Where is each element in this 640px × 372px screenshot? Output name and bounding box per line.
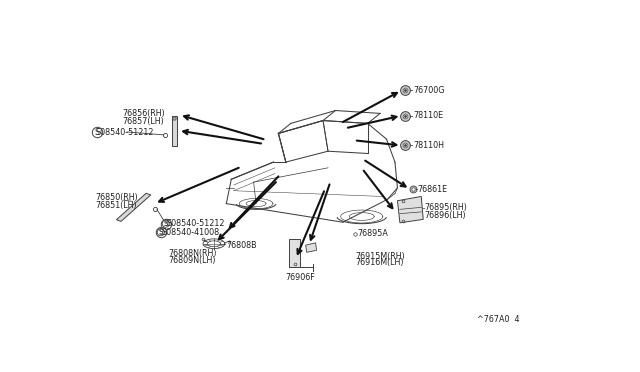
Polygon shape	[306, 243, 317, 252]
Text: S08540-51212: S08540-51212	[96, 128, 154, 137]
Text: S: S	[164, 221, 168, 227]
Text: S: S	[159, 228, 163, 237]
Text: S: S	[95, 128, 100, 137]
Text: 76857(LH): 76857(LH)	[122, 118, 164, 126]
Bar	[289, 240, 300, 267]
Text: ^767A0  4: ^767A0 4	[477, 315, 519, 324]
Text: 76895(RH): 76895(RH)	[425, 203, 468, 212]
Text: 78110E: 78110E	[413, 111, 444, 120]
Text: S08540-41008: S08540-41008	[162, 228, 220, 237]
Text: 76915M(RH): 76915M(RH)	[355, 251, 405, 260]
Text: 76861E: 76861E	[417, 185, 447, 194]
Text: 76895A: 76895A	[358, 229, 388, 238]
Polygon shape	[116, 193, 150, 221]
Text: 76809N(LH): 76809N(LH)	[168, 256, 216, 264]
Text: S08540-51212: S08540-51212	[167, 219, 225, 228]
Text: 78110H: 78110H	[413, 141, 444, 150]
Text: 76856(RH): 76856(RH)	[122, 109, 165, 118]
Text: 76851(LH): 76851(LH)	[95, 201, 136, 209]
Text: 76850(RH): 76850(RH)	[95, 193, 138, 202]
Text: 76906F: 76906F	[286, 273, 316, 282]
Text: 76896(LH): 76896(LH)	[425, 211, 467, 219]
Text: 76916M(LH): 76916M(LH)	[355, 259, 404, 267]
Polygon shape	[397, 196, 423, 223]
Text: S: S	[159, 229, 163, 235]
Text: 76808B: 76808B	[227, 241, 257, 250]
Text: S: S	[163, 219, 168, 228]
Text: 76700G: 76700G	[413, 86, 445, 95]
Text: 76808N(RH): 76808N(RH)	[168, 248, 217, 258]
Bar	[172, 116, 177, 146]
